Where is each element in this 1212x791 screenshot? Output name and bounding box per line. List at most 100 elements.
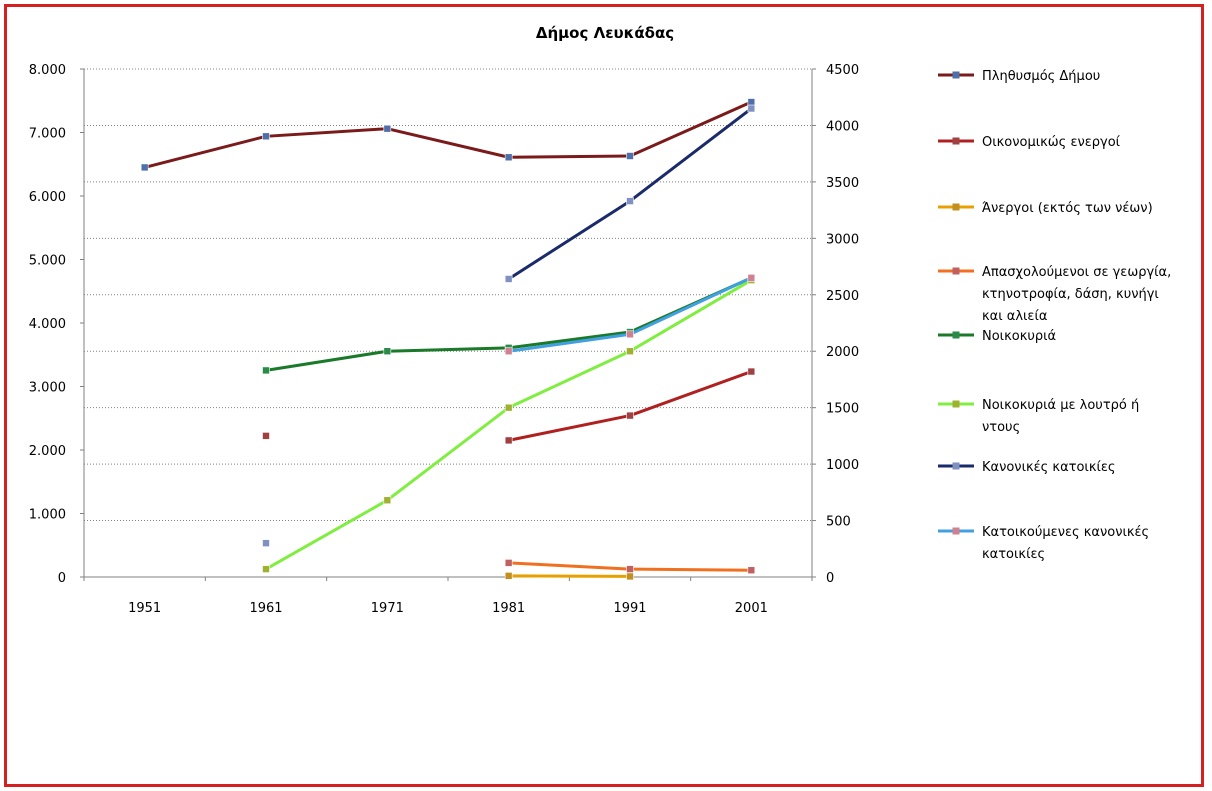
series-layer: [140, 98, 756, 581]
legend-label: Απασχολούμενοι σε γεωργία, κτηνοτροφία, δ…: [982, 265, 1171, 324]
data-point: [626, 411, 634, 420]
legend-item-2: Οικονομικώς ενεργοί: [938, 135, 1121, 150]
series-line-segment: [385, 406, 511, 502]
y-left-tick-label: 3.000: [29, 381, 66, 396]
legend-item-4: Απασχολούμενοι σε γεωργία, κτηνοτροφία, δ…: [938, 265, 1171, 324]
data-point: [504, 572, 513, 580]
x-tick-label: 1991: [613, 601, 646, 616]
data-point: [504, 559, 513, 567]
series-line-segment: [507, 332, 632, 353]
series-4: [504, 559, 756, 575]
data-point: [262, 565, 270, 573]
legend-label: Κανονικές κατοικίες: [982, 460, 1116, 475]
data-point: [626, 152, 634, 160]
y-right-tick-label: 3000: [826, 232, 859, 247]
y-left-tick-label: 5.000: [29, 254, 66, 269]
series-6: [262, 276, 756, 573]
y-right-tick-label: 4000: [826, 119, 859, 134]
data-point: [262, 432, 270, 440]
series-line-segment: [628, 567, 753, 572]
legend-marker: [952, 527, 960, 535]
series-line-segment: [507, 574, 632, 578]
series-line-segment: [628, 278, 753, 353]
chart-title: Δήμος Λευκάδας: [536, 24, 674, 42]
legend-marker: [952, 462, 960, 470]
legend-marker: [952, 71, 960, 79]
data-point: [747, 98, 756, 106]
data-point: [504, 275, 513, 283]
legend-item-5: Νοικοκυριά: [938, 329, 1056, 344]
y-right-tick-label: 1000: [826, 458, 859, 473]
legend-item-3: Άνεργοι (εκτός των νέων): [938, 201, 1153, 216]
data-point: [262, 132, 270, 141]
data-point: [626, 197, 634, 205]
series-line-segment: [628, 276, 753, 336]
x-tick-label: 1971: [371, 601, 404, 616]
y-right-tick-label: 2000: [826, 345, 859, 360]
y-right-tick-label: 1500: [826, 402, 859, 417]
data-point: [504, 403, 513, 412]
series-line-segment: [264, 349, 389, 372]
y-right-tick-label: 4500: [826, 63, 859, 78]
data-point: [504, 347, 513, 356]
legend-marker: [952, 203, 960, 211]
series-line-segment: [628, 100, 753, 158]
data-point: [747, 274, 756, 282]
y-right-tick-label: 3500: [826, 176, 859, 191]
series-line-segment: [507, 199, 632, 281]
series-line-segment: [143, 134, 268, 169]
data-point: [383, 124, 392, 133]
y-right-tick-label: 0: [826, 571, 834, 586]
legend-item-1: Πληθυσμός Δήμου: [938, 69, 1100, 84]
legend: Πληθυσμός Δήμου Οικονομικώς ενεργοί Άνεργο…: [938, 69, 1171, 562]
x-tick-label: 1961: [249, 601, 282, 616]
data-point: [262, 366, 270, 375]
x-tick-label: 1951: [128, 601, 161, 616]
x-tick-label: 2001: [735, 601, 768, 616]
legend-marker: [952, 137, 960, 145]
series-5: [262, 274, 756, 375]
series-line-segment: [507, 154, 632, 159]
legend-label: Νοικοκυριά με λουτρό ή ντους: [982, 398, 1139, 435]
series-line-segment: [385, 127, 511, 159]
grid-lines: [84, 68, 812, 522]
legend-marker: [952, 267, 960, 275]
legend-label: Οικονομικώς ενεργοί: [982, 135, 1121, 150]
legend-item-6: Νοικοκυριά με λουτρό ή ντους: [938, 398, 1139, 435]
y-left-tick-label: 6.000: [29, 190, 66, 205]
series-line-segment: [507, 330, 632, 350]
series-1: [140, 98, 756, 172]
data-point: [504, 436, 513, 445]
data-point: [140, 163, 149, 172]
series-line-segment: [628, 370, 753, 418]
data-point: [383, 496, 392, 505]
series-8: [504, 274, 756, 356]
axes: 0 1.000 2.000 3.000 4.000 5.000 6.000 7.000 8.00…: [29, 63, 859, 616]
y-right-tick-label: 500: [826, 515, 851, 530]
y-left-tick-label: 0: [58, 571, 66, 586]
y-left-tick-label: 2.000: [29, 444, 66, 459]
y-right-tick-label: 2500: [826, 289, 859, 304]
series-line-segment: [264, 498, 389, 571]
legend-label: Νοικοκυριά: [982, 329, 1056, 344]
data-point: [747, 566, 756, 575]
legend-item-7: Κανονικές κατοικίες: [938, 460, 1116, 475]
data-point: [504, 153, 513, 162]
series-line-segment: [507, 349, 632, 410]
y-left-tick-label: 7.000: [29, 127, 66, 142]
legend-label: Άνεργοι (εκτός των νέων): [982, 201, 1153, 216]
data-point: [747, 104, 756, 113]
data-point: [262, 539, 270, 547]
series-7: [262, 104, 756, 547]
y-left-tick-label: 8.000: [29, 63, 66, 78]
legend-marker: [952, 331, 960, 339]
series-3: [504, 572, 634, 581]
x-tick-label: 1981: [492, 601, 525, 616]
legend-label: Κατοικούμενες κανονικές κατοικίες: [982, 525, 1149, 562]
series-line-segment: [628, 107, 753, 203]
y-left-tick-label: 1.000: [29, 508, 66, 523]
series-line-segment: [264, 127, 389, 138]
legend-marker: [952, 400, 960, 408]
legend-label: Πληθυσμός Δήμου: [982, 69, 1100, 84]
